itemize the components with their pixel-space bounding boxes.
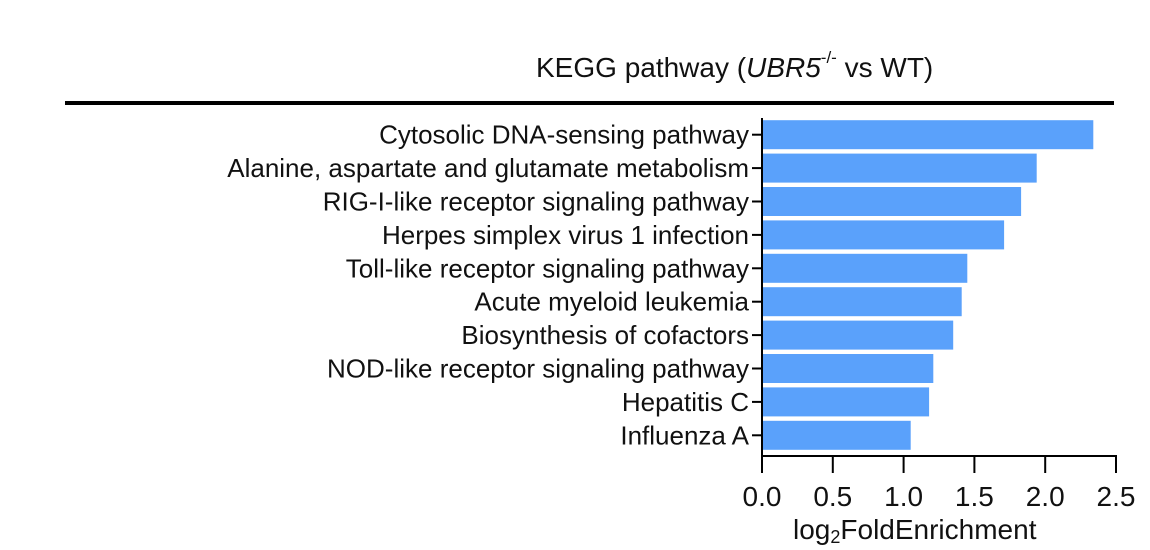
bar — [763, 354, 934, 383]
bar — [763, 220, 1005, 250]
x-axis-label-rest: FoldEnrichment — [840, 514, 1037, 545]
category-label: Acute myeloid leukemia — [474, 287, 749, 317]
x-axis-label-subscript: 2 — [830, 527, 841, 547]
category-label: NOD-like receptor signaling pathway — [327, 354, 749, 384]
category-label: Biosynthesis of cofactors — [461, 320, 749, 350]
bar — [763, 120, 1094, 150]
chart-title-gene: UBR5 — [746, 52, 821, 83]
x-tick-label: 0.0 — [743, 481, 782, 512]
bar — [763, 153, 1037, 183]
bar — [763, 187, 1022, 216]
chart-title-suffix: vs WT) — [836, 52, 934, 83]
x-tick-label: 1.5 — [955, 481, 994, 512]
x-axis-label: log2FoldEnrichment — [793, 514, 1037, 547]
bar — [763, 320, 954, 350]
x-tick-label: 2.0 — [1026, 481, 1065, 512]
chart-title: KEGG pathway (UBR5-/- vs WT) — [536, 48, 934, 84]
category-label: Herpes simplex virus 1 infection — [382, 220, 749, 250]
category-label: Cytosolic DNA-sensing pathway — [379, 120, 749, 150]
chart-title-superscript: -/- — [820, 48, 837, 67]
x-tick-label: 0.5 — [813, 481, 852, 512]
category-label: Toll-like receptor signaling pathway — [346, 253, 749, 283]
x-axis-label-base: log — [793, 514, 831, 545]
bar — [763, 287, 962, 317]
category-label: Influenza A — [620, 420, 749, 450]
x-tick-label: 1.0 — [884, 481, 923, 512]
bar — [763, 420, 911, 450]
bar — [763, 387, 930, 417]
category-label: Hepatitis C — [622, 387, 749, 417]
category-label: Alanine, aspartate and glutamate metabol… — [227, 153, 749, 183]
category-label: RIG-I-like receptor signaling pathway — [323, 187, 749, 217]
bar — [763, 253, 968, 283]
x-tick-label: 2.5 — [1097, 481, 1136, 512]
chart-title-prefix: KEGG pathway ( — [536, 52, 747, 83]
